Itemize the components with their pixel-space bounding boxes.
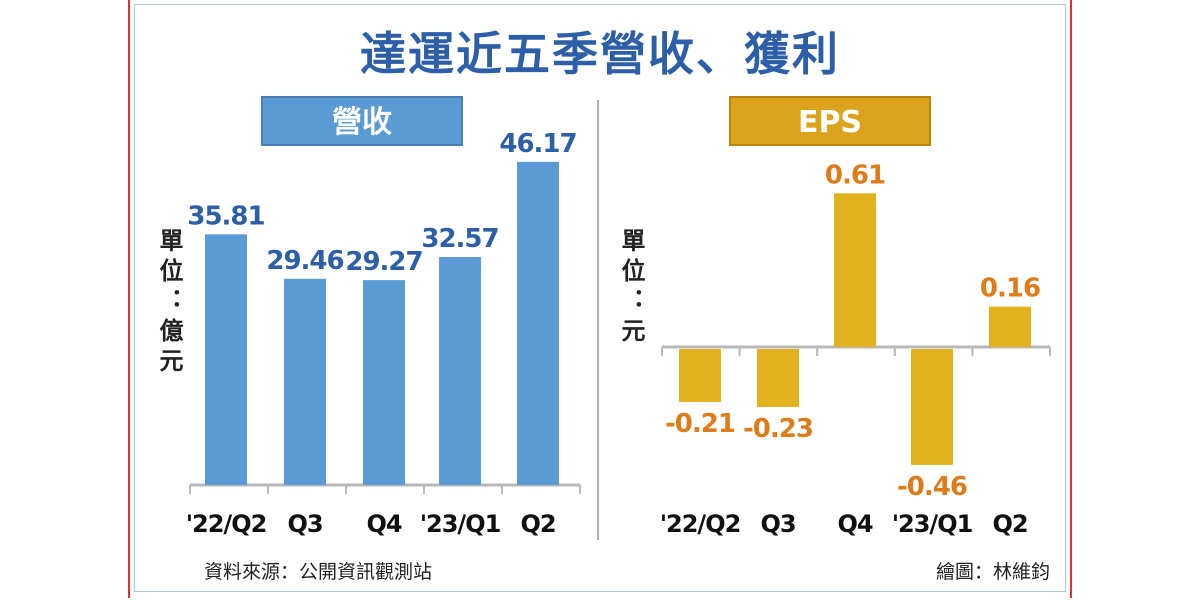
credit-note: 繪圖：林維鈞	[936, 561, 1050, 583]
eps-unit-label: 單位：元	[617, 228, 645, 348]
bar	[205, 234, 247, 485]
eps-panel-label: EPS	[798, 105, 862, 140]
bar	[679, 349, 721, 402]
source-note: 資料來源：公開資訊觀測站	[204, 561, 432, 583]
outer-frame	[128, 0, 1072, 598]
data-label: 32.57	[421, 224, 498, 254]
data-label: 29.46	[266, 246, 343, 276]
category-label: '23/Q1	[892, 510, 973, 538]
bar	[363, 280, 405, 485]
category-label: '22/Q2	[186, 510, 267, 538]
data-label: 29.27	[345, 247, 422, 277]
category-label: '23/Q1	[420, 510, 501, 538]
data-label: 0.61	[825, 160, 885, 190]
data-label: -0.23	[743, 414, 813, 444]
category-label: Q3	[287, 510, 322, 538]
bar	[284, 278, 326, 485]
data-label: 0.16	[980, 274, 1040, 304]
eps-chart: -0.21 '22/Q2 -0.23 Q3 0.61 Q4 -0.46 '23/Q1 0.16 Q…	[660, 160, 1051, 538]
inner-frame	[134, 4, 1066, 592]
category-label: Q2	[992, 510, 1027, 538]
chart-title: 達運近五季營收、獲利	[360, 27, 840, 81]
revenue-panel-label-box	[261, 96, 463, 146]
bar	[439, 257, 481, 485]
data-label: 35.81	[187, 201, 264, 231]
eps-panel-label-box	[729, 96, 931, 146]
revenue-panel-label: 營收	[332, 105, 392, 140]
bar	[911, 349, 953, 465]
category-label: Q4	[837, 510, 872, 538]
bar	[517, 161, 559, 485]
bar	[757, 349, 799, 407]
bar	[834, 193, 876, 347]
data-label: -0.46	[897, 472, 967, 502]
revenue-chart: 35.81 '22/Q2 29.46 Q3 29.27 Q4 32.57 '23/Q1 46.1…	[186, 129, 581, 538]
category-label: Q3	[760, 510, 795, 538]
data-label: -0.21	[665, 409, 735, 439]
category-label: Q4	[366, 510, 401, 538]
bar	[989, 306, 1031, 347]
category-label: Q2	[520, 510, 555, 538]
revenue-unit-label: 單位：億元	[155, 228, 183, 378]
category-label: '22/Q2	[660, 510, 741, 538]
data-label: 46.17	[499, 129, 576, 159]
